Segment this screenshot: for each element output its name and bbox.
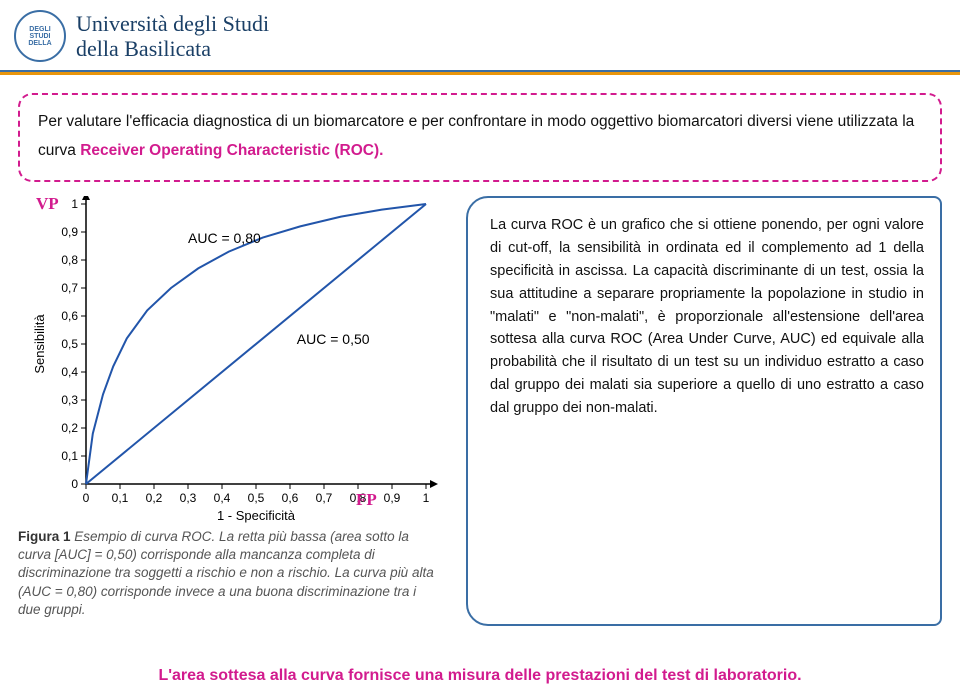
uni-line2: della Basilicata — [76, 36, 211, 61]
caption-figure-num: Figura 1 — [18, 529, 71, 544]
svg-text:0,3: 0,3 — [180, 491, 197, 505]
svg-text:AUC = 0,50: AUC = 0,50 — [297, 331, 370, 347]
chart-caption: Figura 1 Esempio di curva ROC. La retta … — [18, 528, 448, 619]
roc-term: Receiver Operating Characteristic (ROC). — [80, 142, 383, 159]
roc-svg: 0 0,1 0,2 0,3 0,4 0,5 0,6 0,7 0,8 0,9 1 0 0,1 0,2 0,3 0… — [28, 196, 438, 526]
intro-callout: Per valutare l'efficacia diagnostica di … — [18, 93, 942, 182]
roc-chart: VP FP 00,10,20,30,40,50,60,70,80,9100,10… — [28, 196, 438, 526]
university-name: Università degli Studi della Basilicata — [76, 11, 269, 62]
svg-text:1 - Specificità: 1 - Specificità — [217, 508, 296, 523]
explanation-column: La curva ROC è un grafico che si ottiene… — [466, 196, 942, 626]
svg-text:0,6: 0,6 — [282, 491, 299, 505]
intro-paragraph: Per valutare l'efficacia diagnostica di … — [38, 107, 922, 166]
svg-text:0,5: 0,5 — [248, 491, 265, 505]
svg-text:0,7: 0,7 — [61, 281, 78, 295]
svg-text:0,1: 0,1 — [61, 449, 78, 463]
university-seal-icon: DEGLI STUDI DELLA — [14, 10, 66, 62]
chart-column: VP FP 00,10,20,30,40,50,60,70,80,9100,10… — [18, 196, 448, 626]
svg-text:0: 0 — [83, 491, 90, 505]
svg-text:0,2: 0,2 — [146, 491, 163, 505]
svg-text:0,2: 0,2 — [61, 421, 78, 435]
svg-text:0,7: 0,7 — [316, 491, 333, 505]
svg-text:0,4: 0,4 — [61, 365, 78, 379]
fp-axis-label: FP — [356, 490, 377, 510]
svg-text:1: 1 — [423, 491, 430, 505]
svg-text:0,8: 0,8 — [61, 253, 78, 267]
caption-body: Esempio di curva ROC. La retta più bassa… — [18, 529, 434, 617]
vp-axis-label: VP — [36, 194, 59, 214]
svg-text:0,9: 0,9 — [384, 491, 401, 505]
svg-text:0,1: 0,1 — [112, 491, 129, 505]
explanation-text: La curva ROC è un grafico che si ottiene… — [490, 214, 924, 420]
svg-text:0: 0 — [71, 477, 78, 491]
seal-text: DEGLI STUDI DELLA — [18, 26, 62, 47]
svg-text:0,5: 0,5 — [61, 337, 78, 351]
svg-text:0,9: 0,9 — [61, 225, 78, 239]
svg-text:Sensibilità: Sensibilità — [32, 313, 47, 373]
explanation-box: La curva ROC è un grafico che si ottiene… — [466, 196, 942, 626]
uni-line1: Università degli Studi — [76, 11, 269, 36]
header-accent-bar — [0, 72, 960, 75]
page-header: DEGLI STUDI DELLA Università degli Studi… — [0, 0, 960, 72]
footer-statement: L'area sottesa alla curva fornisce una m… — [0, 667, 960, 685]
main-content: VP FP 00,10,20,30,40,50,60,70,80,9100,10… — [0, 196, 960, 626]
svg-text:0,4: 0,4 — [214, 491, 231, 505]
svg-text:0,6: 0,6 — [61, 309, 78, 323]
svg-text:AUC = 0,80: AUC = 0,80 — [188, 230, 261, 246]
svg-text:0,3: 0,3 — [61, 393, 78, 407]
svg-text:1: 1 — [71, 197, 78, 211]
